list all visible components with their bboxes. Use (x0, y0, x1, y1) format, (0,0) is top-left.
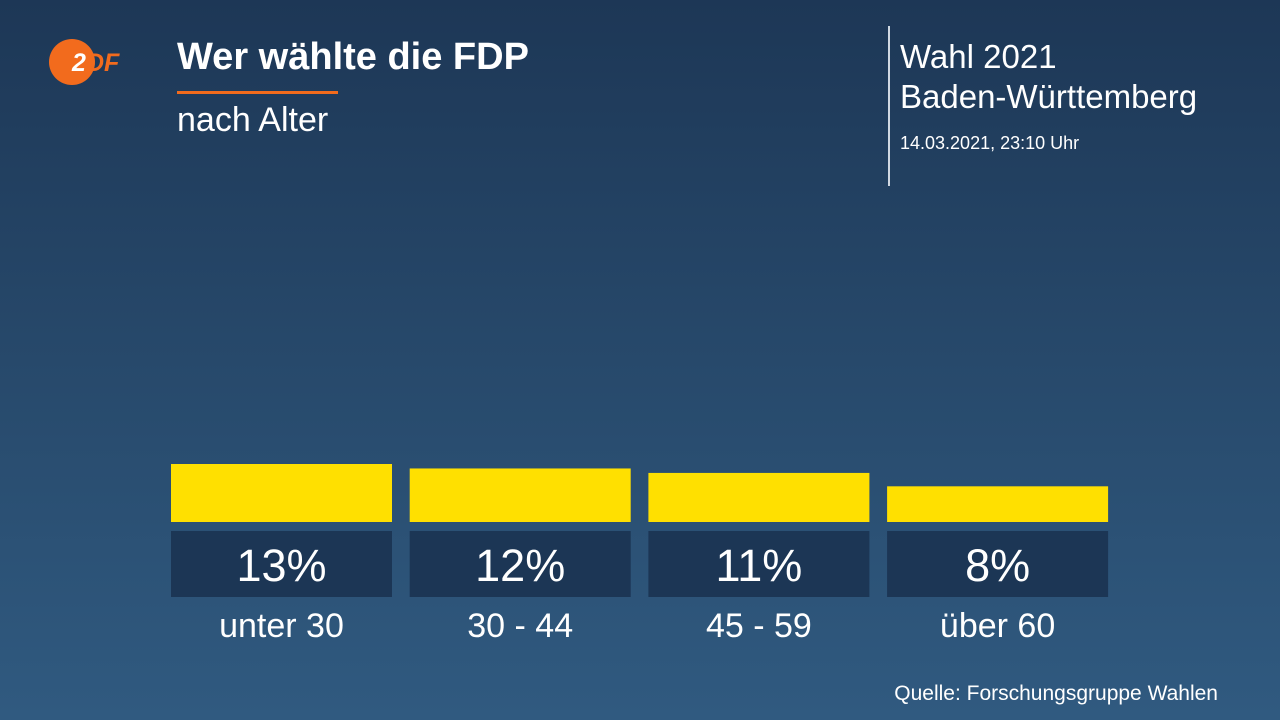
title-underline (177, 91, 338, 94)
value-box-1 (171, 531, 392, 597)
value-label-3: 11% (716, 540, 803, 591)
category-label-1: unter 30 (219, 607, 344, 645)
header-divider (888, 26, 890, 186)
category-label-3: 45 - 59 (706, 607, 812, 645)
value-box-3 (648, 531, 870, 597)
logo-text-part2: DF (86, 49, 120, 77)
value-label-1: 13% (236, 540, 326, 591)
value-box-4 (887, 531, 1109, 597)
value-label-2: 12% (475, 540, 565, 591)
bar-3 (648, 472, 870, 522)
zdf-logo-icon: 2 DF (49, 39, 120, 85)
bar-1 (171, 464, 392, 522)
category-label-4: über 60 (940, 607, 1055, 645)
election-timestamp: 14.03.2021, 23:10 Uhr (900, 133, 1080, 153)
logo-text-part1: 2 (71, 49, 86, 77)
value-box-2 (409, 531, 631, 597)
chart-subtitle: nach Alter (177, 101, 329, 139)
source-note: Quelle: Forschungsgruppe Wahlen (894, 682, 1218, 705)
election-info: Wahl 2021 Baden-Württemberg (900, 37, 1197, 117)
category-label-2: 30 - 44 (467, 607, 573, 645)
election-region: Baden-Württemberg (900, 78, 1198, 115)
election-title: Wahl 2021 (900, 38, 1057, 75)
chart-title: Wer wählte die FDP (177, 36, 529, 78)
value-label-4: 8% (965, 540, 1030, 591)
bar-4 (887, 486, 1109, 522)
bar-2 (409, 468, 631, 522)
